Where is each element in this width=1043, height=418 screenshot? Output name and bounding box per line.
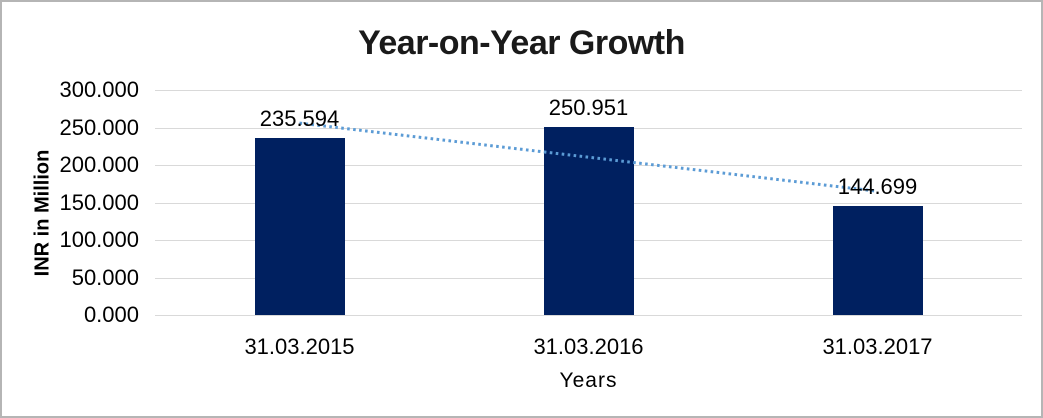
gridline [155,315,1022,316]
y-tick-label: 200.000 [59,152,139,177]
x-axis-title: Years [559,369,618,392]
gridline [155,90,1022,91]
x-tick-label: 31.03.2015 [244,334,355,359]
bar-value-label: 250.951 [548,94,629,120]
y-tick-label: 250.000 [59,114,139,140]
bar-value-label: 235.594 [259,106,340,132]
bar [254,138,345,315]
bar-value-label: 144.699 [837,174,918,200]
y-tick-label: 150.000 [59,189,139,215]
y-tick-label: 300.000 [59,77,139,102]
y-tick-label: 0.000 [83,302,139,327]
x-tick-label: 31.03.2017 [822,334,933,359]
y-tick-label: 50.000 [71,264,139,290]
plot-area: 0.000 50.000 100.000 150.000 200.000 250.000 3… [59,79,1022,358]
x-tick-label: 31.03.2016 [533,334,644,359]
bar [543,126,634,315]
y-tick-label: 100.000 [59,227,139,252]
chart-title: Year-on-Year Growth [358,24,685,62]
bar [832,206,923,315]
